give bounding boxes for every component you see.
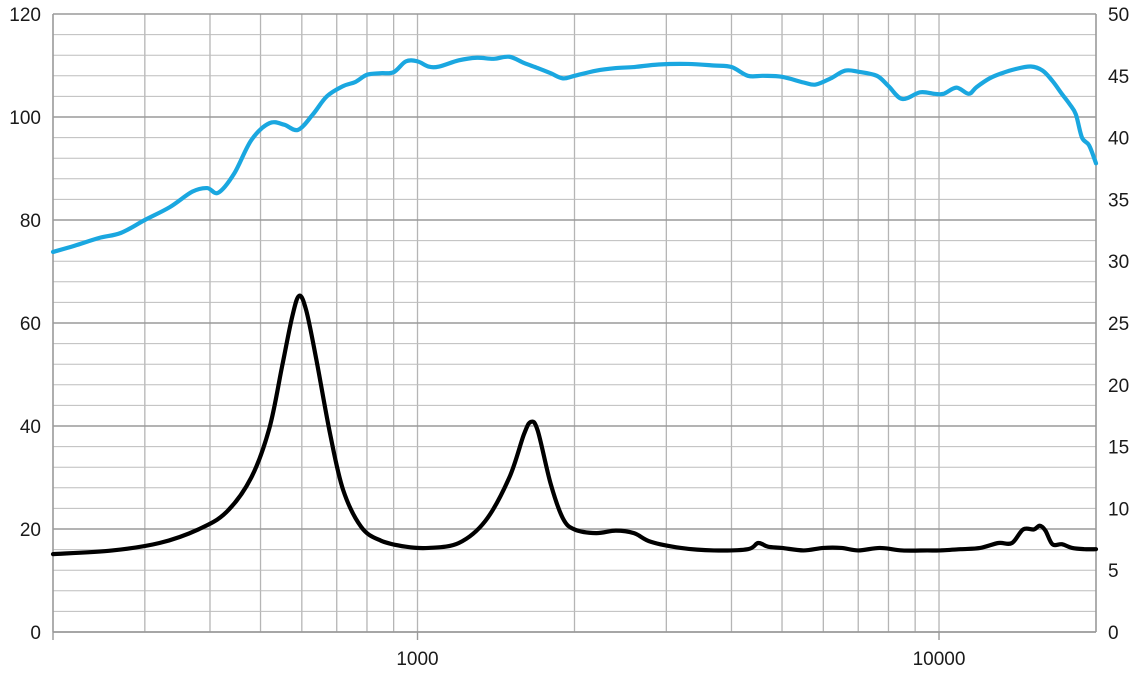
x-tick-label: 1000 <box>396 649 438 670</box>
y-right-tick-label: 40 <box>1108 129 1129 150</box>
y-right-tick-label: 35 <box>1108 190 1129 211</box>
y-right-tick-label: 0 <box>1108 623 1119 644</box>
y-right-tick-label: 5 <box>1108 561 1119 582</box>
y-right-tick-label: 45 <box>1108 67 1129 88</box>
y-right-tick-label: 50 <box>1108 5 1129 26</box>
y-right-tick-label: 15 <box>1108 438 1129 459</box>
y-left-tick-label: 120 <box>9 5 41 26</box>
y-left-tick-label: 80 <box>20 211 41 232</box>
series-lines <box>50 54 1099 557</box>
spl-line <box>50 54 1099 255</box>
y-right-tick-label: 10 <box>1108 499 1129 520</box>
y-right-tick-label: 20 <box>1108 376 1129 397</box>
grid <box>53 13 1096 633</box>
y-left-tick-label: 20 <box>20 520 41 541</box>
y-left-tick-label: 60 <box>20 314 41 335</box>
y-left-tick-label: 0 <box>30 623 41 644</box>
axes <box>52 14 1097 640</box>
y-left-tick-label: 100 <box>9 108 41 129</box>
y-right-tick-label: 30 <box>1108 252 1129 273</box>
impedance-line <box>50 293 1099 557</box>
y-left-tick-label: 40 <box>20 417 41 438</box>
y-right-tick-label: 25 <box>1108 314 1129 335</box>
tick-labels: 0 20 40 60 80 100 120 0 5 10 15 20 25 30 35 40 45 50 1000 1… <box>9 5 1129 670</box>
x-tick-label: 10000 <box>913 649 966 670</box>
